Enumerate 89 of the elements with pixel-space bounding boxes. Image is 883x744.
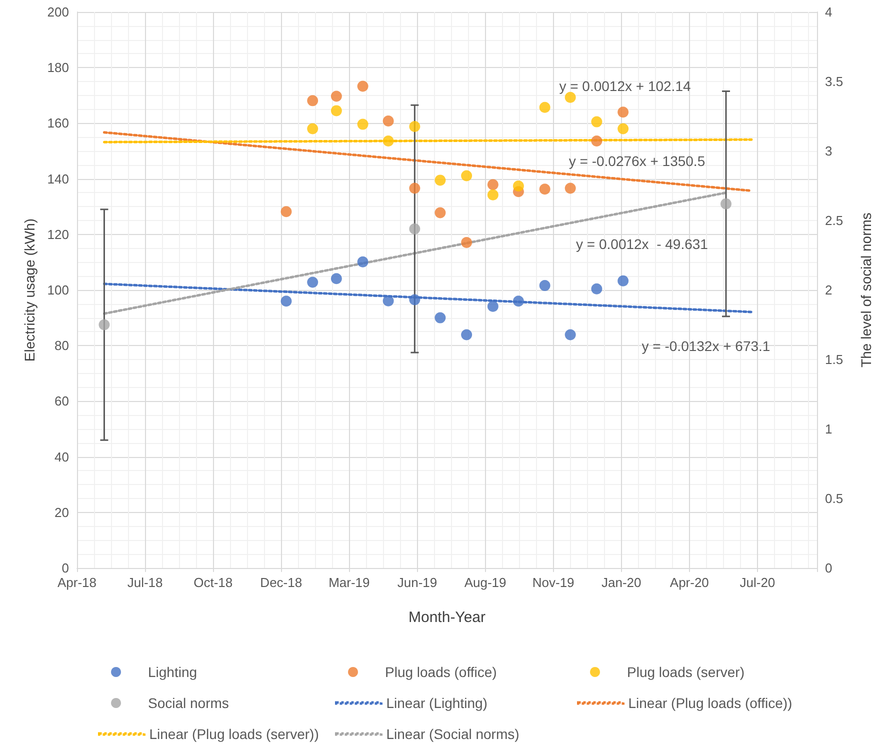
point [307,123,318,134]
y2-tick-label: 0 [825,560,832,576]
y2-tick-label: 2.5 [825,213,844,228]
y-tick-label: 140 [47,171,69,186]
point [512,296,524,307]
x-tick-label: Jun-19 [397,575,438,590]
point [330,105,342,116]
point [330,90,342,102]
point [487,179,498,190]
y2-tick-label: 4 [825,4,832,20]
annotation: y = 0.0012x + 102.14 [559,78,691,94]
point [330,273,342,284]
point [307,276,318,288]
point [618,123,629,134]
point [98,319,110,330]
point [487,189,498,200]
point [434,312,446,324]
point [409,294,420,306]
point [434,207,446,218]
y-tick-label: 60 [54,394,69,409]
x-tick-label: Jul-18 [127,575,163,590]
point [564,182,576,194]
point [382,295,394,306]
y-tick-label: 180 [47,60,69,76]
y2-tick-label: 0.5 [825,491,844,506]
point [357,256,368,268]
x-tick-label: Aug-19 [464,575,506,590]
point [280,296,292,307]
point [564,92,576,103]
point [409,223,420,234]
legend-label: Linear (Lighting) [386,695,488,711]
point [357,118,368,130]
x-tick-label: Dec-18 [260,575,302,590]
point [591,135,602,146]
point [409,121,420,132]
y-tick-label: 160 [47,116,69,131]
point [539,280,550,292]
legend-label: Plug loads (office) [385,664,497,680]
y2-tick-label: 2 [825,282,832,298]
point [461,329,472,340]
x-axis-title: Month-Year [408,609,486,626]
point [461,236,472,248]
annotation: y = 0.0012x - 49.631 [576,236,708,252]
point [618,275,629,286]
point [307,95,318,106]
annotation: y = -0.0276x + 1350.5 [568,153,706,169]
legend-label: Social norms [148,695,229,711]
y2-axis-title: The level of social norms [858,212,874,368]
point [539,184,550,195]
point [487,300,498,312]
point [591,116,602,128]
point [382,115,394,126]
y-tick-label: 120 [47,226,69,242]
point [461,170,472,182]
legend-label: Lighting [148,664,198,680]
x-tick-label: Jul-20 [740,575,776,590]
y2-tick-label: 3.5 [825,74,844,89]
x-tick-label: Mar-19 [328,575,370,590]
y-axis-title: Electricity usage (kWh) [21,218,38,362]
y-tick-label: 200 [47,4,69,20]
point [409,182,420,194]
legend-label: Linear (Social norms) [386,726,520,742]
x-tick-label: Apr-20 [670,575,709,590]
legend-label: Linear (Plug loads (office)) [628,695,792,711]
point [280,206,292,218]
y2-tick-label: 1 [825,422,832,436]
y-tick-label: 40 [54,449,69,464]
point [357,80,368,92]
legend-label: Plug loads (server) [627,664,744,680]
annotation: y = -0.0132x + 673.1 [642,338,770,354]
y-tick-label: 100 [47,282,69,298]
y2-tick-label: 1.5 [825,352,844,367]
y2-tick-label: 3 [825,144,832,158]
x-tick-label: Nov-19 [532,575,574,590]
point [539,102,550,113]
point [720,198,732,210]
point [618,106,629,118]
x-tick-label: Jan-20 [601,575,642,590]
legend-label: Linear (Plug loads (server)) [149,726,319,742]
point [512,180,524,192]
y-tick-label: 20 [54,504,69,520]
y-tick-label: 80 [54,338,69,354]
x-tick-label: Oct-18 [194,575,233,590]
point [434,174,446,186]
point [382,135,394,146]
y-tick-label: 0 [62,560,69,576]
point [564,329,576,340]
point [591,283,602,294]
x-tick-label: Apr-18 [57,575,97,590]
